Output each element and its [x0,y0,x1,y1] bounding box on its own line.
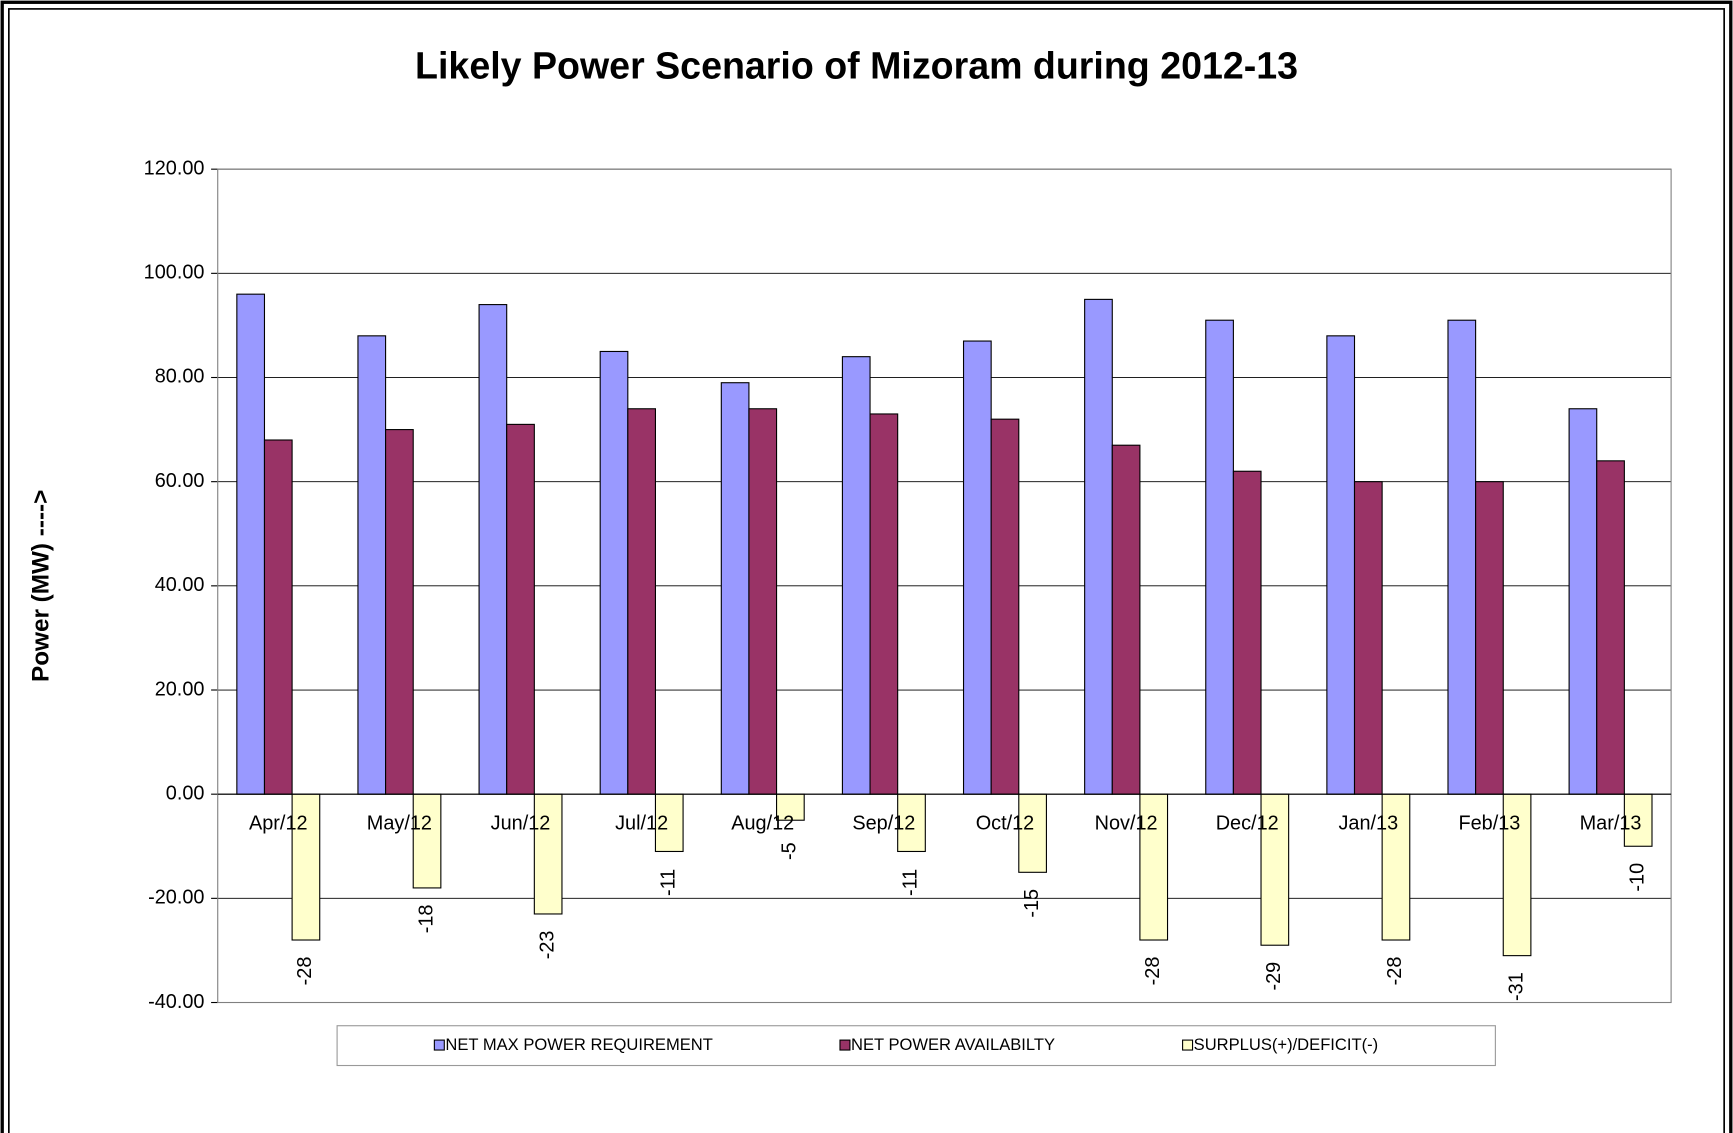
bar [962,340,992,795]
chart-title: Likely Power Scenario of Mizoram during … [415,45,1298,87]
bar [385,429,414,795]
bar [236,293,266,795]
bar [1623,793,1653,847]
data-label: -11 [900,869,922,896]
bar [627,408,656,795]
bar [1381,793,1411,941]
bar [599,350,629,795]
x-tick-label: Sep/12 [852,812,915,834]
x-tick-label: May/12 [367,812,432,834]
x-tick-label: Aug/12 [731,812,794,834]
legend-label: NET MAX POWER REQUIREMENT [445,1035,712,1054]
bar [1568,408,1598,795]
x-tick-label: Jun/12 [491,812,551,834]
bar [506,423,535,795]
x-tick-label: Dec/12 [1216,812,1279,834]
data-label: -31 [1505,972,1527,1001]
bar [1139,793,1169,941]
legend-label: SURPLUS(+)/DEFICIT(-) [1194,1035,1379,1054]
data-label: -28 [1384,957,1406,986]
data-label: -5 [779,842,801,860]
x-tick-label: Mar/13 [1580,812,1642,834]
bar [291,793,321,941]
x-tick-label: Feb/13 [1458,812,1520,834]
legend-label: NET POWER AVAILABILTY [851,1035,1055,1054]
y-axis-label: Power (MW) ----> [27,490,54,682]
bar [1018,793,1047,873]
data-label: -10 [1626,863,1648,892]
bar [990,418,1020,795]
y-tick-label: 100.00 [144,262,205,284]
bar [1502,793,1532,957]
y-tick-label: -20.00 [148,887,204,909]
data-label: -11 [658,869,680,896]
inner-frame [8,8,1725,1133]
y-tick-label: 60.00 [155,470,205,492]
y-tick-label: 0.00 [166,782,205,804]
y-tick-label: 40.00 [155,574,205,596]
bar [897,793,926,853]
bar [412,793,442,889]
bar [841,356,871,795]
legend-swatch [433,1039,445,1051]
data-label: -18 [415,905,437,934]
bar [1475,481,1504,795]
bar [1447,319,1477,795]
legend-swatch [839,1039,851,1051]
data-label: -15 [1021,889,1043,918]
data-label: -29 [1263,962,1285,991]
bar [357,335,387,795]
bar [869,413,899,795]
bar [533,793,563,915]
plot-border [217,168,1672,1004]
x-tick-label: Nov/12 [1095,812,1158,834]
bar [478,304,508,795]
bar [1232,470,1262,795]
bar [654,793,684,853]
legend-swatch [1182,1039,1194,1051]
y-tick-label: 80.00 [155,366,205,388]
bar [720,382,750,795]
x-tick-label: Oct/12 [976,812,1035,834]
x-tick-label: Jul/12 [615,812,668,834]
bar [1260,793,1290,946]
bar [1353,481,1383,795]
x-tick-label: Apr/12 [249,812,308,834]
data-label: -28 [1142,957,1164,986]
bar [776,793,805,821]
y-tick-label: -40.00 [148,991,204,1013]
data-label: -23 [536,931,558,960]
bar [1084,298,1113,795]
bar [1205,319,1234,795]
bar [748,408,778,795]
data-label: -28 [294,957,316,986]
legend [336,1025,1496,1067]
bar [1596,460,1625,795]
y-tick-label: 120.00 [144,157,205,179]
x-tick-label: Jan/13 [1338,812,1398,834]
bar [1326,335,1356,795]
bar [1111,444,1141,795]
y-tick-label: 20.00 [155,678,205,700]
bar [263,439,293,795]
